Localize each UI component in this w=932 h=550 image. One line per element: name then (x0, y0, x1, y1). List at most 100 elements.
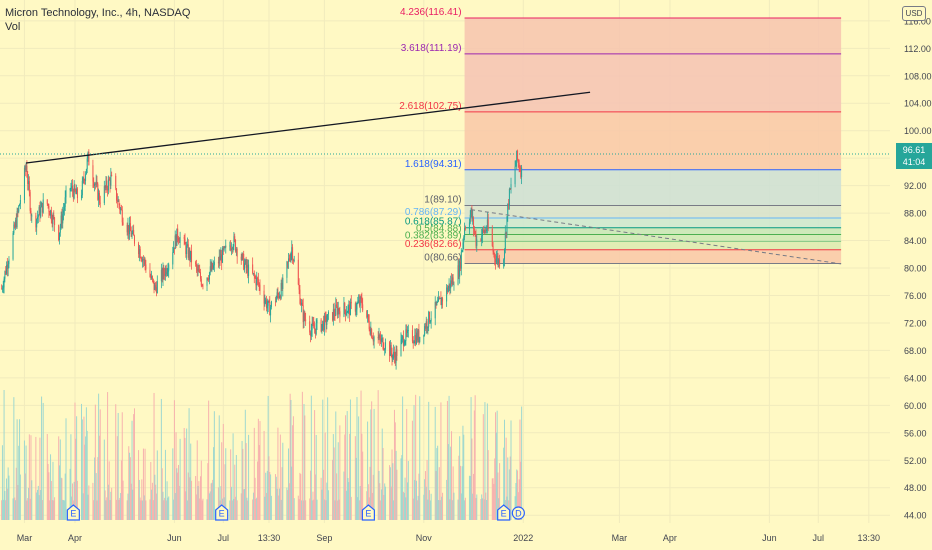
marker-badge[interactable] (215, 504, 229, 521)
candle-body (416, 332, 418, 341)
earnings-marker[interactable]: E (215, 504, 229, 521)
candle (277, 287, 279, 299)
candle (230, 240, 232, 252)
volume-bar (449, 499, 451, 520)
candle-body (61, 215, 63, 224)
candle-body (258, 283, 260, 285)
symbol-title[interactable]: Micron Technology, Inc., 4h, NASDAQ (5, 7, 191, 19)
volume-bar (350, 496, 352, 520)
candle (133, 234, 135, 247)
volume-bar (293, 498, 295, 520)
candle-body (448, 283, 450, 288)
fib-level-label: 0.236(82.66) (405, 239, 462, 250)
price-tick-label: 116.00 (904, 16, 931, 26)
candle-body (151, 276, 153, 279)
candle-body (293, 259, 295, 262)
candle-body (48, 205, 50, 213)
volume-bar (263, 430, 265, 520)
volume-bar (327, 397, 329, 520)
volume-bar (235, 496, 237, 520)
candle-body (160, 269, 162, 282)
candle-body (438, 297, 440, 299)
candle (327, 310, 329, 320)
volume-bar (415, 480, 417, 520)
candle-body (83, 177, 85, 181)
marker-badge[interactable] (497, 504, 511, 521)
candle (93, 177, 95, 188)
candle-body (506, 216, 508, 235)
volume-bar (103, 439, 105, 520)
price-tick-label: 72.00 (904, 318, 927, 328)
candle (315, 318, 317, 336)
volume-bar (24, 473, 26, 520)
candle (358, 294, 360, 308)
candle (160, 263, 162, 289)
volume-bar (245, 443, 247, 520)
volume-bar (167, 497, 169, 520)
volume-bar (393, 500, 395, 520)
candle (51, 214, 53, 228)
candle (493, 249, 495, 258)
volume-bar (442, 492, 444, 520)
candle-body (334, 314, 336, 316)
candle-body (279, 296, 281, 299)
earnings-marker[interactable]: E (497, 504, 511, 521)
candle-body (394, 357, 396, 363)
candle (50, 209, 52, 219)
candle-body (234, 236, 236, 241)
candle (292, 258, 294, 265)
currency-button[interactable]: USD (902, 6, 926, 21)
volume-bar (65, 418, 67, 520)
volume-bar (438, 467, 440, 520)
marker-badge[interactable] (361, 504, 375, 521)
dividend-marker[interactable]: D (511, 506, 525, 520)
volume-bar (446, 400, 448, 520)
volume-bar (230, 486, 232, 520)
volume-bar (370, 409, 372, 520)
volume-indicator-label[interactable]: Vol (5, 21, 21, 33)
price-axis[interactable]: 44.00 48.00 52.00 56.00 60.00 64.00 68.00 72.00… (894, 0, 932, 550)
candle-body (161, 269, 163, 280)
candle (263, 284, 265, 311)
candle (509, 188, 511, 190)
candle (498, 258, 500, 268)
time-axis[interactable]: Mar Apr Jun Jul 13:30 Sep Nov 2022 Mar Apr Jun Jul 1… (0, 523, 894, 550)
volume-bar (390, 486, 392, 520)
trendline[interactable] (25, 91, 591, 164)
volume-bar (70, 434, 72, 520)
marker-badge[interactable] (511, 506, 525, 520)
fibonacci-extension-tool[interactable]: 0(80.66) 0.236(82.66)0.382(83.89)0.5(84.8… (399, 7, 842, 264)
time-tick-label: Sep (316, 533, 332, 543)
candle (111, 171, 113, 177)
candle (41, 201, 43, 208)
candle-body (449, 283, 451, 289)
drawn-lines[interactable] (0, 91, 890, 265)
candle-body (446, 287, 448, 293)
volume-bar (411, 420, 413, 520)
candle-body (270, 307, 272, 316)
candle (19, 203, 21, 207)
candle (336, 298, 338, 309)
volume-bar (121, 412, 123, 520)
candle-body (86, 158, 88, 169)
candle-body (41, 202, 43, 208)
candle (480, 238, 482, 242)
candle-body (315, 323, 317, 335)
marker-badge[interactable] (66, 504, 80, 521)
candle-body (322, 320, 324, 325)
volume-bar (30, 435, 32, 520)
volume-bar (339, 425, 341, 520)
candle (58, 224, 60, 242)
volume-bar (195, 475, 197, 520)
candle-body (121, 209, 123, 223)
candle-body (475, 234, 477, 246)
candle-body (29, 192, 31, 211)
earnings-marker[interactable]: E (66, 504, 80, 521)
volume-bar (14, 497, 16, 520)
price-tick-label: 44.00 (904, 511, 927, 521)
candle (116, 187, 118, 204)
earnings-marker[interactable]: E (361, 504, 375, 521)
dashed-trendline[interactable] (471, 209, 842, 265)
